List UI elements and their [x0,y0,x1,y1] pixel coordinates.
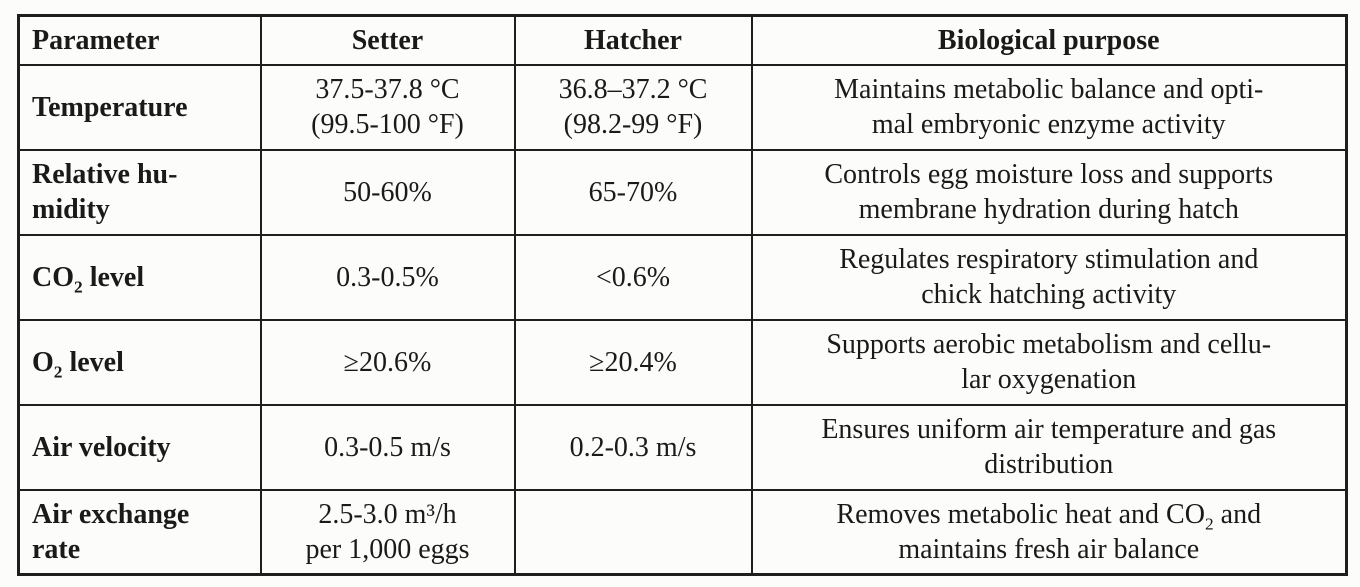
cell-air-exchange-rate-setter: 2.5-3.0 m³/h per 1,000 eggs [259,488,516,576]
cell-o2-level-purpose: Supports aerobic metabolism and cellu-la… [750,318,1348,406]
cell-air-velocity-parameter: Air velocity [17,403,262,491]
cell-o2-level-setter: ≥20.6% [259,318,516,406]
column-header-setter: Setter [259,14,516,66]
cell-co2-level-purpose: Regulates respiratory stimulation and chi… [750,233,1348,321]
cell-air-velocity-purpose: Ensures uniform air temperature and gas d… [750,403,1348,491]
subscript: 2 [1204,514,1214,534]
cell-temperature-parameter: Temperature [17,63,262,151]
column-header-biological-purpose: Biological purpose [750,14,1348,66]
cell-co2-level-hatcher: <0.6% [513,233,753,321]
cell-o2-level-parameter: O2 level [17,318,262,406]
column-header-hatcher: Hatcher [513,14,753,66]
cell-temperature-purpose: Maintains metabolic balance and opti-mal… [750,63,1348,151]
cell-relative-humidity-parameter: Relative hu-midity [17,148,262,236]
cell-relative-humidity-setter: 50-60% [259,148,516,236]
table-row-temperature: Temperature 37.5-37.8 °C (99.5-100 °F) 36.8… [17,63,1348,151]
table-row-co2-level: CO2 level 0.3-0.5% <0.6% Regulates respirat… [17,233,1348,321]
subscript: 2 [74,277,83,297]
cell-co2-level-parameter: CO2 level [17,233,262,321]
table-body: Temperature 37.5-37.8 °C (99.5-100 °F) 36.8… [17,63,1348,576]
subscript: 2 [53,362,63,382]
cell-o2-level-hatcher: ≥20.4% [513,318,753,406]
cell-air-exchange-rate-purpose: Removes metabolic heat and CO2 and mainta… [750,488,1348,576]
cell-air-exchange-rate-hatcher [513,488,753,576]
table-row-relative-humidity: Relative hu-midity 50-60% 65-70% Controls e… [17,148,1348,236]
table-row-air-velocity: Air velocity 0.3-0.5 m/s 0.2-0.3 m/s Ensure… [17,403,1348,491]
column-header-parameter: Parameter [17,14,262,66]
table-row-air-exchange-rate: Air exchange rate 2.5-3.0 m³/h per 1,000 eg… [17,488,1348,576]
cell-air-velocity-hatcher: 0.2-0.3 m/s [513,403,753,491]
cell-temperature-hatcher: 36.8–37.2 °C (98.2-99 °F) [513,63,753,151]
header-row: Parameter Setter Hatcher Biological purp… [17,14,1348,66]
cell-relative-humidity-hatcher: 65-70% [513,148,753,236]
table-row-o2-level: O2 level ≥20.6% ≥20.4% Supports aerobic met… [17,318,1348,406]
cell-relative-humidity-purpose: Controls egg moisture loss and supports m… [750,148,1348,236]
cell-air-exchange-rate-parameter: Air exchange rate [17,488,262,576]
cell-co2-level-setter: 0.3-0.5% [259,233,516,321]
cell-air-velocity-setter: 0.3-0.5 m/s [259,403,516,491]
cell-temperature-setter: 37.5-37.8 °C (99.5-100 °F) [259,63,516,151]
incubator-environment-parameters-table: Parameter Setter Hatcher Biological purp… [17,14,1348,576]
